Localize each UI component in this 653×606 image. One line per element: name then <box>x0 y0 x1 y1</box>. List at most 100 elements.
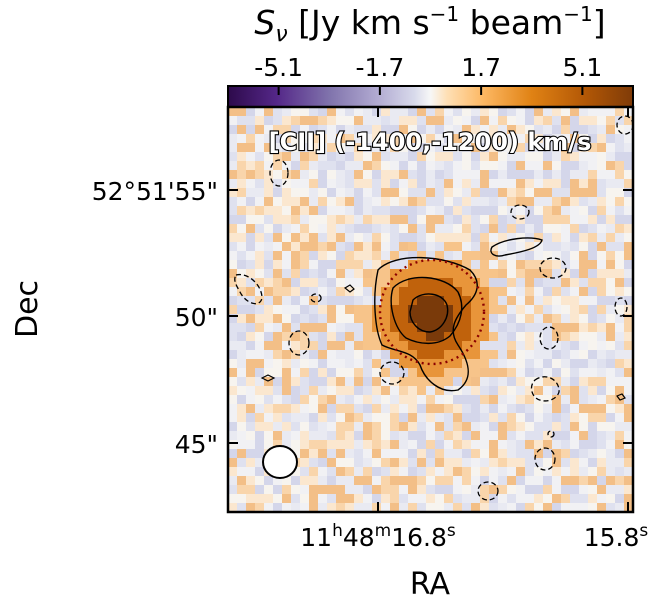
map-pixel <box>228 125 237 134</box>
map-pixel <box>588 278 597 287</box>
map-pixel <box>579 368 588 377</box>
map-pixel <box>525 188 534 197</box>
map-pixel <box>300 458 309 467</box>
map-pixel <box>579 404 588 413</box>
map-pixel <box>534 224 543 233</box>
map-pixel <box>462 314 471 323</box>
map-pixel <box>381 278 390 287</box>
map-pixel <box>552 368 561 377</box>
map-pixel <box>471 197 480 206</box>
map-pixel <box>381 143 390 152</box>
map-pixel <box>237 431 246 440</box>
map-pixel <box>543 440 552 449</box>
map-pixel <box>570 161 579 170</box>
map-pixel <box>354 179 363 188</box>
map-pixel <box>264 242 273 251</box>
map-pixel <box>309 332 318 341</box>
map-pixel <box>354 278 363 287</box>
map-pixel <box>264 485 273 494</box>
map-pixel <box>417 143 426 152</box>
map-pixel <box>354 224 363 233</box>
map-pixel <box>372 458 381 467</box>
map-pixel <box>534 179 543 188</box>
map-pixel <box>498 242 507 251</box>
map-pixel <box>264 215 273 224</box>
map-pixel <box>336 188 345 197</box>
map-pixel <box>606 386 615 395</box>
map-pixel <box>462 440 471 449</box>
map-pixel <box>408 107 417 116</box>
map-pixel <box>363 458 372 467</box>
map-pixel <box>417 215 426 224</box>
map-pixel <box>516 395 525 404</box>
map-pixel <box>336 323 345 332</box>
map-pixel <box>228 206 237 215</box>
map-pixel <box>417 359 426 368</box>
map-pixel <box>606 503 615 512</box>
map-pixel <box>354 197 363 206</box>
map-pixel <box>291 395 300 404</box>
map-pixel <box>552 503 561 512</box>
map-pixel <box>273 440 282 449</box>
map-pixel <box>291 197 300 206</box>
map-pixel <box>372 314 381 323</box>
map-pixel <box>606 107 615 116</box>
map-pixel <box>300 179 309 188</box>
map-pixel <box>426 251 435 260</box>
map-pixel <box>588 467 597 476</box>
map-pixel <box>318 188 327 197</box>
map-pixel <box>570 494 579 503</box>
map-pixel <box>543 368 552 377</box>
map-pixel <box>237 503 246 512</box>
map-pixel <box>291 440 300 449</box>
map-pixel <box>372 134 381 143</box>
map-pixel <box>291 476 300 485</box>
map-pixel <box>264 260 273 269</box>
map-pixel <box>507 296 516 305</box>
map-pixel <box>624 386 633 395</box>
map-pixel <box>318 287 327 296</box>
map-pixel <box>498 278 507 287</box>
map-pixel <box>552 476 561 485</box>
map-pixel <box>561 305 570 314</box>
map-pixel <box>228 422 237 431</box>
map-pixel <box>390 341 399 350</box>
map-pixel <box>426 224 435 233</box>
map-pixel <box>507 116 516 125</box>
map-pixel <box>516 440 525 449</box>
map-pixel <box>516 323 525 332</box>
map-pixel <box>264 395 273 404</box>
map-pixel <box>408 323 417 332</box>
map-pixel <box>525 332 534 341</box>
map-pixel <box>579 332 588 341</box>
map-pixel <box>588 215 597 224</box>
map-pixel <box>471 404 480 413</box>
map-pixel <box>228 107 237 116</box>
map-pixel <box>345 215 354 224</box>
map-pixel <box>444 179 453 188</box>
map-pixel <box>237 125 246 134</box>
map-pixel <box>516 197 525 206</box>
map-pixel <box>471 179 480 188</box>
map-pixel <box>426 359 435 368</box>
map-pixel <box>480 152 489 161</box>
map-pixel <box>372 107 381 116</box>
map-pixel <box>588 134 597 143</box>
map-pixel <box>453 143 462 152</box>
map-pixel <box>354 206 363 215</box>
map-pixel <box>597 359 606 368</box>
map-pixel <box>561 233 570 242</box>
map-pixel <box>588 332 597 341</box>
map-pixel <box>354 287 363 296</box>
map-pixel <box>309 242 318 251</box>
map-pixel <box>399 278 408 287</box>
map-pixel <box>462 251 471 260</box>
map-pixel <box>336 116 345 125</box>
map-pixel <box>480 440 489 449</box>
map-pixel <box>426 368 435 377</box>
map-pixel <box>552 215 561 224</box>
map-pixel <box>525 422 534 431</box>
map-pixel <box>543 467 552 476</box>
map-pixel <box>561 188 570 197</box>
map-pixel <box>264 359 273 368</box>
